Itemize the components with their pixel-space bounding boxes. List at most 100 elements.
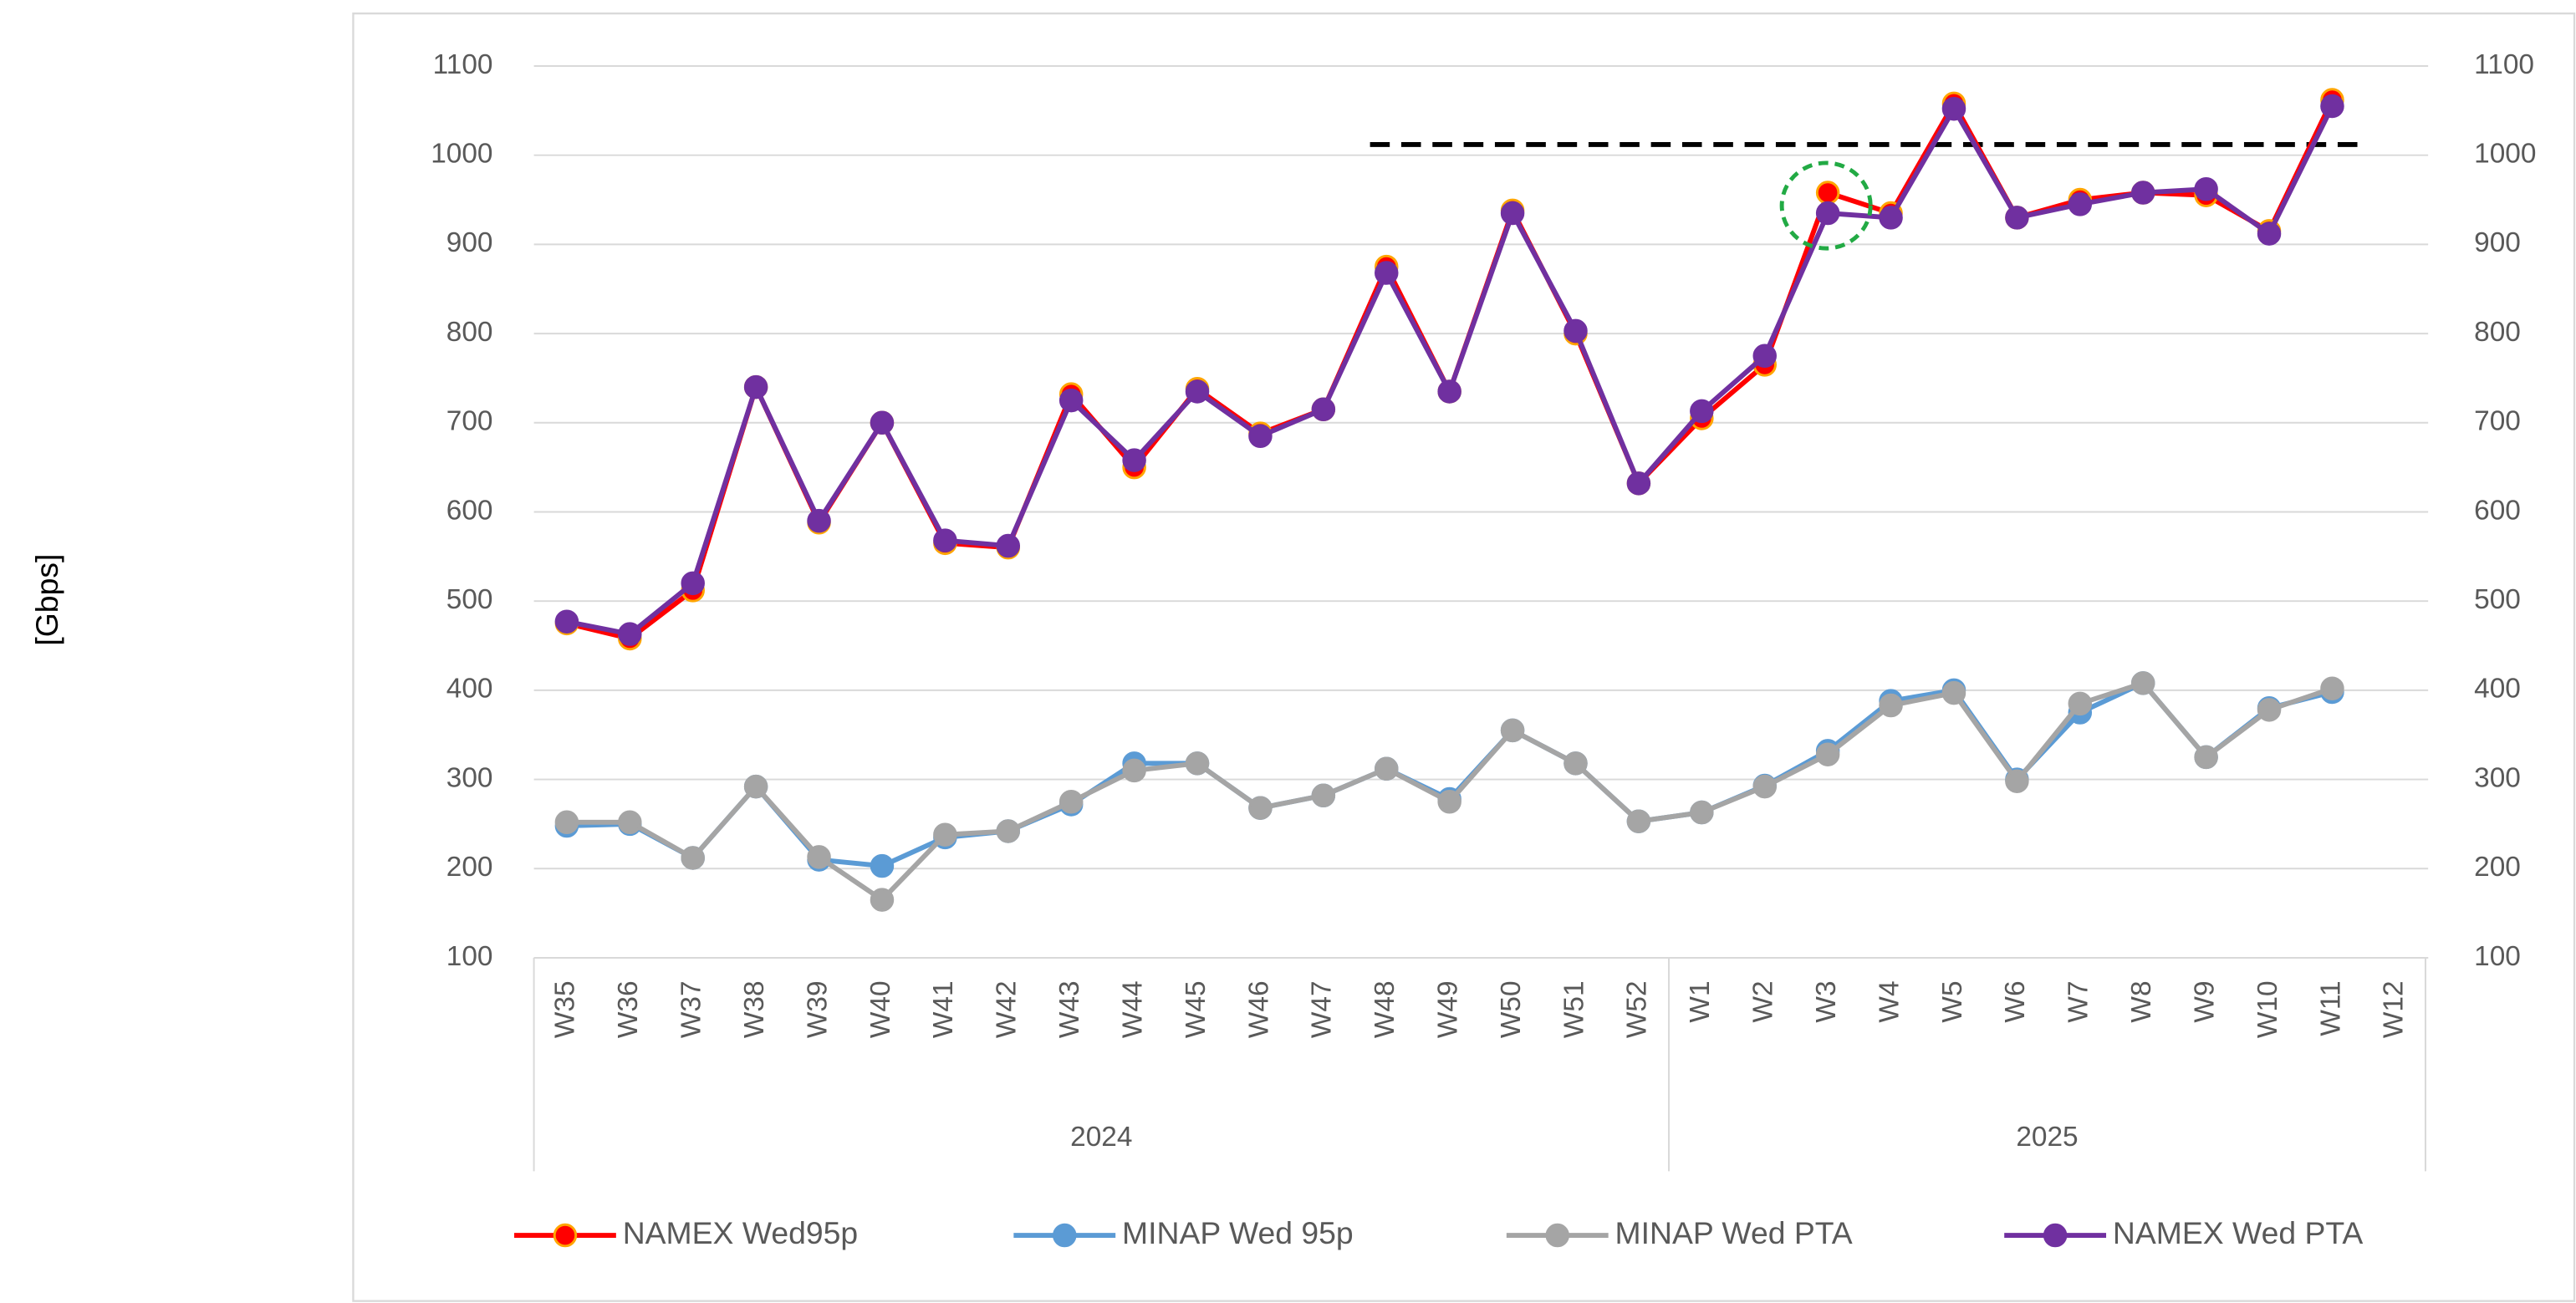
data-point: [1058, 388, 1084, 413]
data-point: [1122, 758, 1146, 783]
data-point: [1185, 751, 1210, 776]
data-point: [1563, 751, 1588, 776]
data-point: [870, 853, 895, 878]
data-point: [2257, 221, 2282, 246]
group-label: 2025: [2016, 1122, 2078, 1153]
data-point: [743, 374, 768, 400]
data-point: [1122, 448, 1146, 472]
data-point: [996, 819, 1021, 843]
group-label: 2024: [1070, 1122, 1132, 1153]
data-point: [1500, 718, 1525, 743]
x-tick-label: W43: [1054, 980, 1085, 1038]
x-tick-label: W41: [928, 980, 959, 1038]
y-tick-label: 1000: [431, 139, 492, 170]
y2-tick-label: 300: [2474, 762, 2521, 793]
data-point: [870, 888, 895, 912]
data-point: [1879, 693, 1903, 718]
y-tick-label: 800: [446, 317, 493, 348]
x-tick-label: W5: [1937, 980, 1968, 1022]
legend-label: NAMEX Wed PTA: [2113, 1215, 2363, 1250]
data-point: [807, 508, 831, 533]
x-tick-label: W2: [1748, 980, 1779, 1022]
data-point: [2068, 192, 2093, 216]
y-tick-label: 700: [446, 406, 493, 437]
data-point: [1311, 397, 1336, 422]
x-tick-label: W6: [2000, 980, 2031, 1022]
data-point: [1752, 344, 1777, 369]
data-point: [1752, 774, 1777, 799]
data-point: [2257, 698, 2282, 722]
data-point: [2068, 691, 2093, 716]
data-point: [1563, 318, 1588, 344]
data-point: [1941, 680, 1966, 705]
x-tick-label: W9: [2189, 980, 2220, 1022]
x-tick-label: W36: [613, 980, 644, 1038]
data-point: [1185, 379, 1210, 404]
x-tick-label: W47: [1307, 980, 1338, 1038]
x-tick-label: W44: [1117, 980, 1148, 1038]
x-tick-label: W37: [676, 980, 707, 1038]
data-point: [743, 774, 768, 799]
data-point: [681, 846, 705, 870]
legend-label: NAMEX Wed95p: [623, 1215, 858, 1250]
y-axis-label: [Gbps]: [29, 554, 64, 646]
data-point: [1375, 261, 1399, 285]
y-tick-label: 100: [446, 941, 493, 972]
data-point: [2005, 769, 2029, 793]
x-tick-label: W3: [1811, 980, 1842, 1022]
data-point: [554, 609, 579, 634]
data-point: [1690, 800, 1714, 825]
data-point: [1815, 181, 1840, 205]
y2-tick-label: 800: [2474, 317, 2521, 348]
data-point: [2130, 671, 2155, 695]
y-tick-label: 400: [446, 674, 493, 705]
data-point: [2320, 676, 2344, 700]
x-tick-label: W12: [2379, 980, 2410, 1038]
x-tick-label: W11: [2315, 980, 2346, 1036]
x-tick-label: W49: [1433, 980, 1464, 1038]
y2-tick-label: 500: [2474, 584, 2521, 615]
x-tick-label: W38: [739, 980, 770, 1038]
legend-label: MINAP Wed 95p: [1122, 1215, 1354, 1250]
annotation-circle: [1779, 160, 1873, 251]
data-point: [2194, 176, 2218, 201]
x-tick-label: W8: [2126, 980, 2157, 1022]
data-point: [1248, 796, 1273, 820]
data-point: [554, 810, 579, 835]
data-point: [1815, 201, 1840, 226]
data-point: [2005, 206, 2029, 230]
x-tick-label: W42: [992, 980, 1023, 1038]
y2-tick-label: 100: [2474, 941, 2521, 972]
legend-label: MINAP Wed PTA: [1615, 1215, 1853, 1250]
data-point: [1626, 809, 1651, 833]
data-point: [681, 571, 705, 596]
data-point: [1815, 742, 1840, 766]
y-tick-label: 1100: [433, 49, 493, 80]
data-point: [1626, 471, 1651, 496]
legend-marker: [553, 1223, 578, 1248]
y-tick-label: 600: [446, 495, 493, 526]
x-tick-label: W10: [2252, 980, 2283, 1038]
x-tick-label: W45: [1181, 980, 1211, 1038]
y-tick-label: 900: [446, 227, 493, 258]
data-point: [1879, 206, 1903, 230]
legend-marker: [1053, 1223, 1077, 1248]
x-tick-label: W35: [550, 980, 581, 1038]
legend-marker: [1545, 1223, 1569, 1248]
data-point: [870, 410, 895, 435]
y-tick-label: 300: [446, 762, 493, 793]
x-tick-label: W50: [1496, 980, 1527, 1038]
data-point: [618, 622, 642, 646]
data-point: [1941, 96, 1966, 121]
y2-tick-label: 900: [2474, 227, 2521, 258]
data-point: [1437, 379, 1461, 404]
x-tick-label: W40: [865, 980, 896, 1038]
data-point: [1437, 789, 1461, 814]
y-tick-label: 200: [446, 852, 493, 883]
y2-tick-label: 1000: [2474, 139, 2536, 170]
data-point: [933, 822, 957, 847]
y2-tick-label: 400: [2474, 674, 2521, 705]
x-tick-label: W48: [1370, 980, 1400, 1038]
data-point: [1375, 756, 1399, 781]
